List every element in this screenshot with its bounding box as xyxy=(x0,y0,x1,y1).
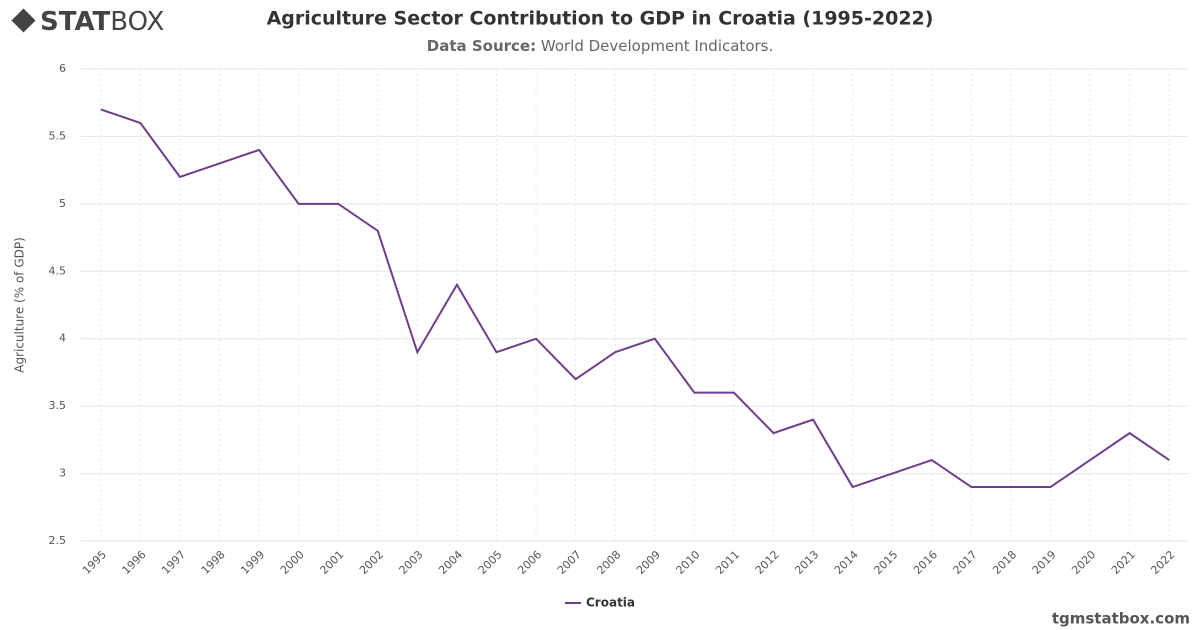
x-tick-label: 1997 xyxy=(159,548,188,577)
x-tick-label: 2001 xyxy=(317,548,346,577)
x-tick-label: 2015 xyxy=(871,548,900,577)
x-tick-label: 2010 xyxy=(674,548,703,577)
x-tick-label: 2005 xyxy=(476,548,505,577)
x-tick-label: 2009 xyxy=(634,548,663,577)
legend-label[interactable]: Croatia xyxy=(586,596,635,610)
chart-title: Agriculture Sector Contribution to GDP i… xyxy=(267,8,934,30)
x-tick-label: 1996 xyxy=(120,548,149,577)
x-tick-label: 2004 xyxy=(436,548,465,577)
subtitle-label: Data Source: xyxy=(427,37,536,55)
y-tick-label: 4 xyxy=(59,332,66,345)
subtitle-text: World Development Indicators. xyxy=(541,37,773,55)
x-tick-label: 2007 xyxy=(555,548,584,577)
x-tick-label: 2021 xyxy=(1109,548,1138,577)
logo-light: BOX xyxy=(110,7,164,37)
x-tick-label: 2002 xyxy=(357,548,386,577)
x-tick-label: 1999 xyxy=(238,548,267,577)
y-tick-label: 3.5 xyxy=(49,399,67,412)
y-tick-label: 6 xyxy=(59,62,66,75)
y-tick-label: 5 xyxy=(59,197,66,210)
x-tick-label: 2008 xyxy=(594,548,623,577)
x-tick-label: 2020 xyxy=(1069,548,1098,577)
y-tick-label: 3 xyxy=(59,467,66,480)
x-tick-label: 2014 xyxy=(832,548,861,577)
x-tick-label: 2006 xyxy=(515,548,544,577)
x-tick-label: 2019 xyxy=(1030,548,1059,577)
x-tick-label: 2012 xyxy=(753,548,782,577)
x-tick-label: 2003 xyxy=(397,548,426,577)
x-tick-label: 2018 xyxy=(990,548,1019,577)
logo-text: STATBOX xyxy=(40,7,164,37)
x-tick-label: 2017 xyxy=(951,548,980,577)
y-tick-label: 5.5 xyxy=(49,129,67,142)
x-tick-label: 1998 xyxy=(199,548,228,577)
x-tick-label: 2022 xyxy=(1148,548,1177,577)
y-tick-label: 2.5 xyxy=(49,534,67,547)
series-line xyxy=(100,108,1170,489)
watermark: tgmstatbox.com xyxy=(1052,610,1190,628)
x-tick-label: 1995 xyxy=(80,548,109,577)
logo-bold: STAT xyxy=(40,7,111,37)
chart-subtitle: Data Source: World Development Indicator… xyxy=(427,37,774,55)
x-tick-label: 2011 xyxy=(713,548,742,577)
x-tick-label: 2016 xyxy=(911,548,940,577)
logo-icon xyxy=(11,8,36,33)
logo: STATBOX xyxy=(11,7,164,37)
x-tick-label: 2000 xyxy=(278,548,307,577)
x-tick-label: 2013 xyxy=(792,548,821,577)
y-axis-label: Agriculture (% of GDP) xyxy=(13,237,27,373)
y-tick-label: 4.5 xyxy=(49,264,67,277)
